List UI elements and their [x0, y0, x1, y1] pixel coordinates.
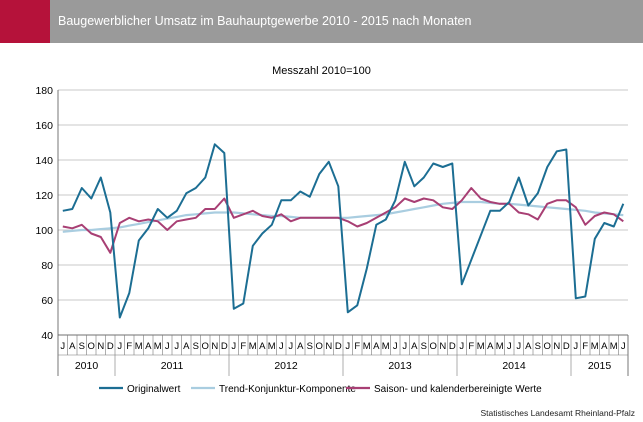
month-label: N [97, 341, 104, 352]
month-label: J [60, 341, 65, 352]
y-tick-label: 160 [35, 120, 53, 132]
year-label: 2014 [502, 360, 526, 372]
month-label: J [165, 341, 170, 352]
month-label: J [459, 341, 464, 352]
month-label: N [211, 341, 218, 352]
month-label: N [553, 341, 560, 352]
series-line [62, 143, 625, 319]
legend-label: Saison- und kalenderbereinigte Werte [374, 384, 542, 395]
month-label: J [573, 341, 578, 352]
month-label: S [193, 341, 199, 352]
month-label: A [145, 341, 152, 352]
month-label: D [335, 341, 342, 352]
y-tick-label: 180 [35, 85, 53, 97]
year-label: 2015 [588, 360, 612, 372]
month-label: S [535, 341, 541, 352]
month-label: N [439, 341, 446, 352]
month-label: J [288, 341, 293, 352]
month-label: A [525, 341, 532, 352]
chart-title: Baugewerblicher Umsatz im Bauhauptgewerb… [58, 14, 472, 28]
chart-header: Baugewerblicher Umsatz im Bauhauptgewerb… [0, 0, 643, 43]
year-label: 2010 [75, 360, 99, 372]
month-label: J [279, 341, 284, 352]
month-label: J [174, 341, 179, 352]
month-label: M [382, 341, 390, 352]
y-tick-label: 60 [41, 295, 53, 307]
header-bar [50, 0, 643, 43]
y-tick-label: 40 [41, 330, 53, 342]
month-label: F [354, 341, 360, 352]
month-label: F [126, 341, 132, 352]
month-label: A [601, 341, 608, 352]
year-label: 2011 [161, 360, 184, 372]
month-label: A [259, 341, 266, 352]
month-label: M [249, 341, 257, 352]
month-label: J [621, 341, 626, 352]
month-label: J [345, 341, 350, 352]
month-label: M [135, 341, 143, 352]
y-tick-label: 100 [35, 225, 53, 237]
year-label: 2013 [388, 360, 412, 372]
month-label: M [477, 341, 485, 352]
month-label: J [507, 341, 512, 352]
month-label: A [183, 341, 190, 352]
month-label: A [297, 341, 304, 352]
source-note: Statistisches Landesamt Rheinland-Pfalz [480, 408, 636, 418]
month-label: O [544, 341, 551, 352]
month-label: A [411, 341, 418, 352]
month-label: M [496, 341, 504, 352]
month-label: M [154, 341, 162, 352]
y-tick-label: 140 [35, 155, 53, 167]
month-label: J [402, 341, 407, 352]
month-label: A [487, 341, 494, 352]
month-label: M [610, 341, 618, 352]
month-label: A [69, 341, 76, 352]
month-label: J [117, 341, 122, 352]
month-label: N [325, 341, 332, 352]
month-label: O [316, 341, 323, 352]
month-label: D [563, 341, 570, 352]
year-label: 2012 [274, 360, 298, 372]
legend-label: Originalwert [127, 384, 181, 395]
series-line [62, 187, 624, 254]
month-label: J [231, 341, 236, 352]
y-tick-label: 80 [41, 260, 53, 272]
month-label: M [591, 341, 599, 352]
month-label: D [107, 341, 114, 352]
month-label: M [268, 341, 276, 352]
month-label: D [449, 341, 456, 352]
month-label: O [202, 341, 209, 352]
month-label: O [88, 341, 95, 352]
month-label: M [363, 341, 371, 352]
chart-subtitle: Messzahl 2010=100 [272, 65, 371, 77]
legend-label: Trend-Konjunktur-Komponente [219, 384, 356, 395]
month-label: S [421, 341, 427, 352]
month-label: J [393, 341, 398, 352]
month-label: S [307, 341, 313, 352]
month-label: D [221, 341, 228, 352]
month-label: O [430, 341, 437, 352]
month-label: F [240, 341, 246, 352]
month-label: S [79, 341, 85, 352]
y-tick-label: 120 [35, 190, 53, 202]
month-label: J [516, 341, 521, 352]
month-label: F [582, 341, 588, 352]
header-accent-block [0, 0, 50, 43]
month-label: A [373, 341, 380, 352]
month-label: F [468, 341, 474, 352]
